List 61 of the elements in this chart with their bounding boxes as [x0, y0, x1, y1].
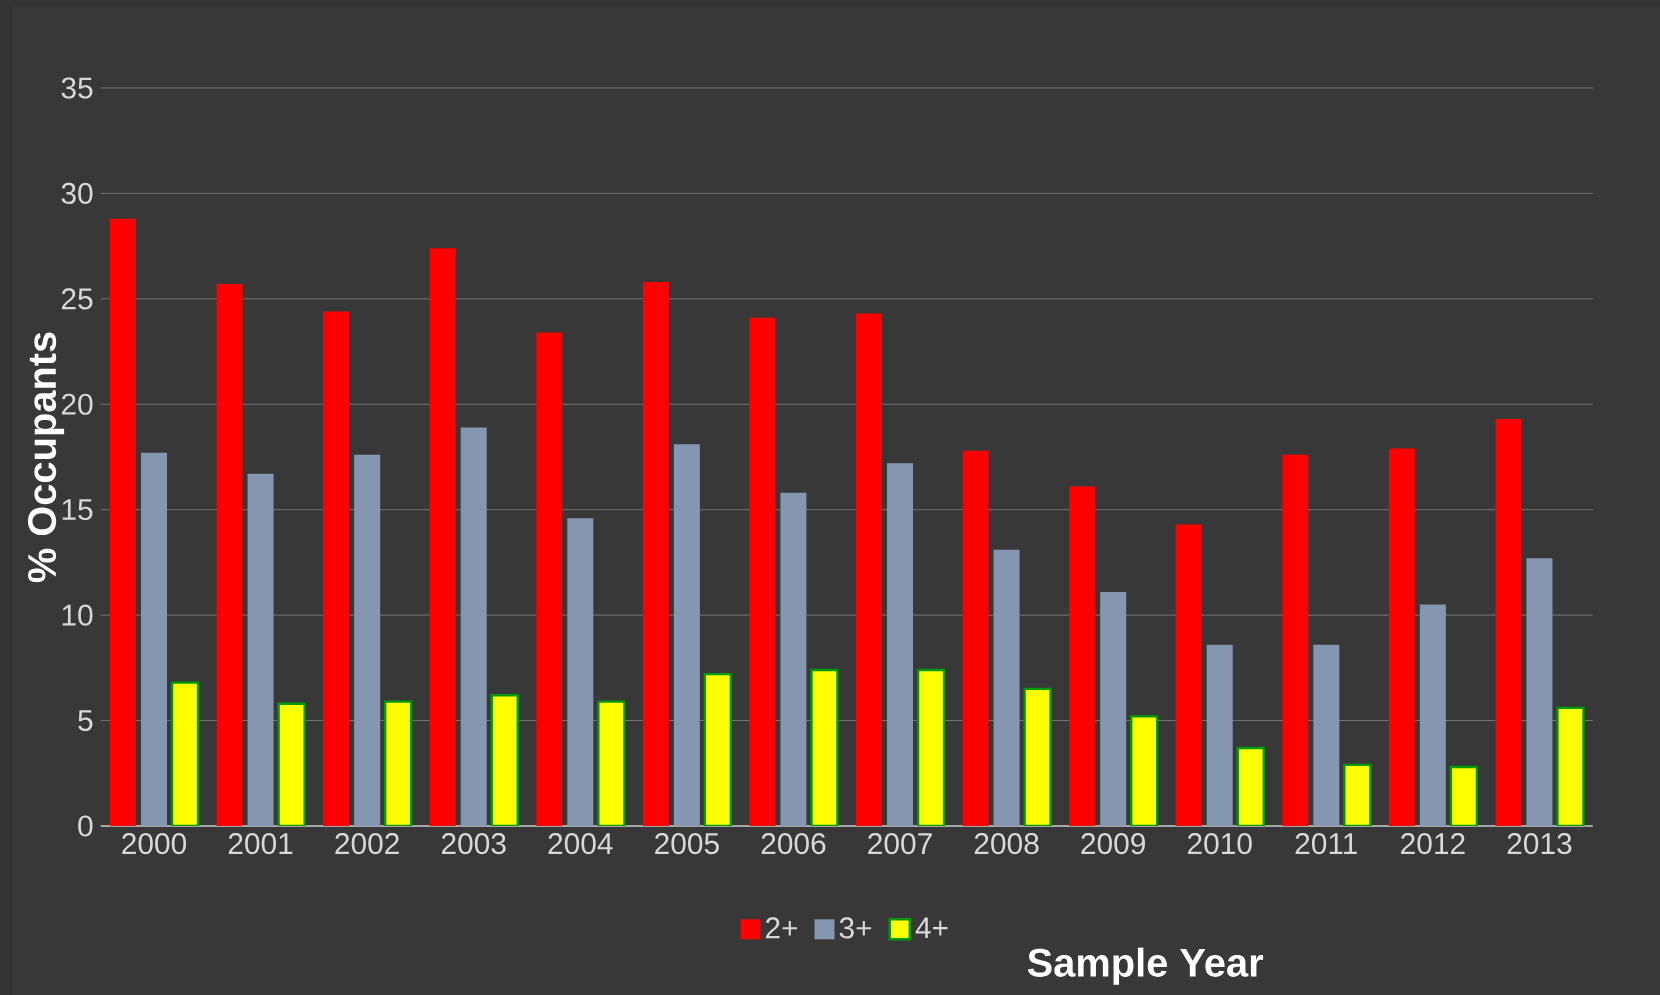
x-tick-label: 2013: [1507, 833, 1572, 855]
bar: [247, 473, 274, 826]
bar: [429, 248, 456, 826]
bar: [642, 281, 669, 826]
x-tick-label: 2009: [1081, 833, 1145, 855]
bar: [780, 492, 807, 826]
bar: [383, 700, 413, 826]
bar: [567, 518, 594, 826]
x-tick-label: 2001: [228, 833, 293, 855]
y-tick-label: 5: [78, 710, 93, 731]
bar: [1069, 486, 1096, 826]
bar: [962, 450, 989, 826]
x-tick-label: 2012: [1401, 833, 1465, 855]
bar: [856, 313, 883, 826]
bar: [916, 668, 946, 826]
bar: [1236, 746, 1265, 826]
x-tick-label: 2000: [122, 833, 187, 855]
x-tick-label: 2006: [761, 833, 826, 855]
x-tick-label: 2010: [1187, 833, 1252, 855]
y-tick-label: 0: [78, 815, 93, 837]
x-tick-label: 2005: [655, 833, 719, 855]
x-tick-label: 2002: [335, 833, 399, 855]
bar: [460, 427, 487, 826]
bar: [216, 284, 243, 826]
legend-label: 3+: [839, 917, 872, 939]
bar: [1526, 558, 1553, 826]
bar: [354, 454, 381, 826]
x-tick-label: 2004: [548, 833, 613, 855]
bar: [749, 317, 776, 826]
bar: [536, 332, 563, 826]
bar: [1175, 524, 1202, 826]
bar: [1100, 591, 1127, 826]
y-tick-label: 30: [61, 182, 93, 204]
x-axis-title: Sample Year: [1027, 947, 1264, 985]
legend-label: 2+: [765, 917, 798, 939]
x-tick-label: 2008: [974, 833, 1039, 855]
bar: [1495, 419, 1522, 826]
y-tick-label: 35: [61, 77, 93, 99]
bar: [1313, 644, 1340, 826]
bar: [1282, 454, 1309, 826]
legend-label: 4+: [915, 917, 948, 939]
bar: [673, 444, 700, 826]
x-tick-label: 2003: [441, 833, 506, 855]
y-tick-label: 25: [61, 288, 93, 310]
bar: [170, 681, 200, 826]
bar: [993, 549, 1020, 826]
bar: [1206, 644, 1233, 826]
x-tick-label: 2011: [1295, 833, 1357, 855]
bar: [703, 672, 733, 826]
bar: [110, 218, 137, 826]
bar: [1419, 604, 1446, 826]
bar: [490, 694, 519, 826]
bar: [323, 311, 350, 826]
y-tick-label: 10: [62, 604, 93, 626]
bar: [597, 700, 626, 826]
bar: [1388, 448, 1415, 826]
bar: [141, 452, 168, 826]
y-tick-label: 15: [62, 499, 93, 521]
bar: [1129, 715, 1159, 826]
bar: [887, 463, 914, 826]
x-tick-label: 2007: [868, 833, 932, 855]
